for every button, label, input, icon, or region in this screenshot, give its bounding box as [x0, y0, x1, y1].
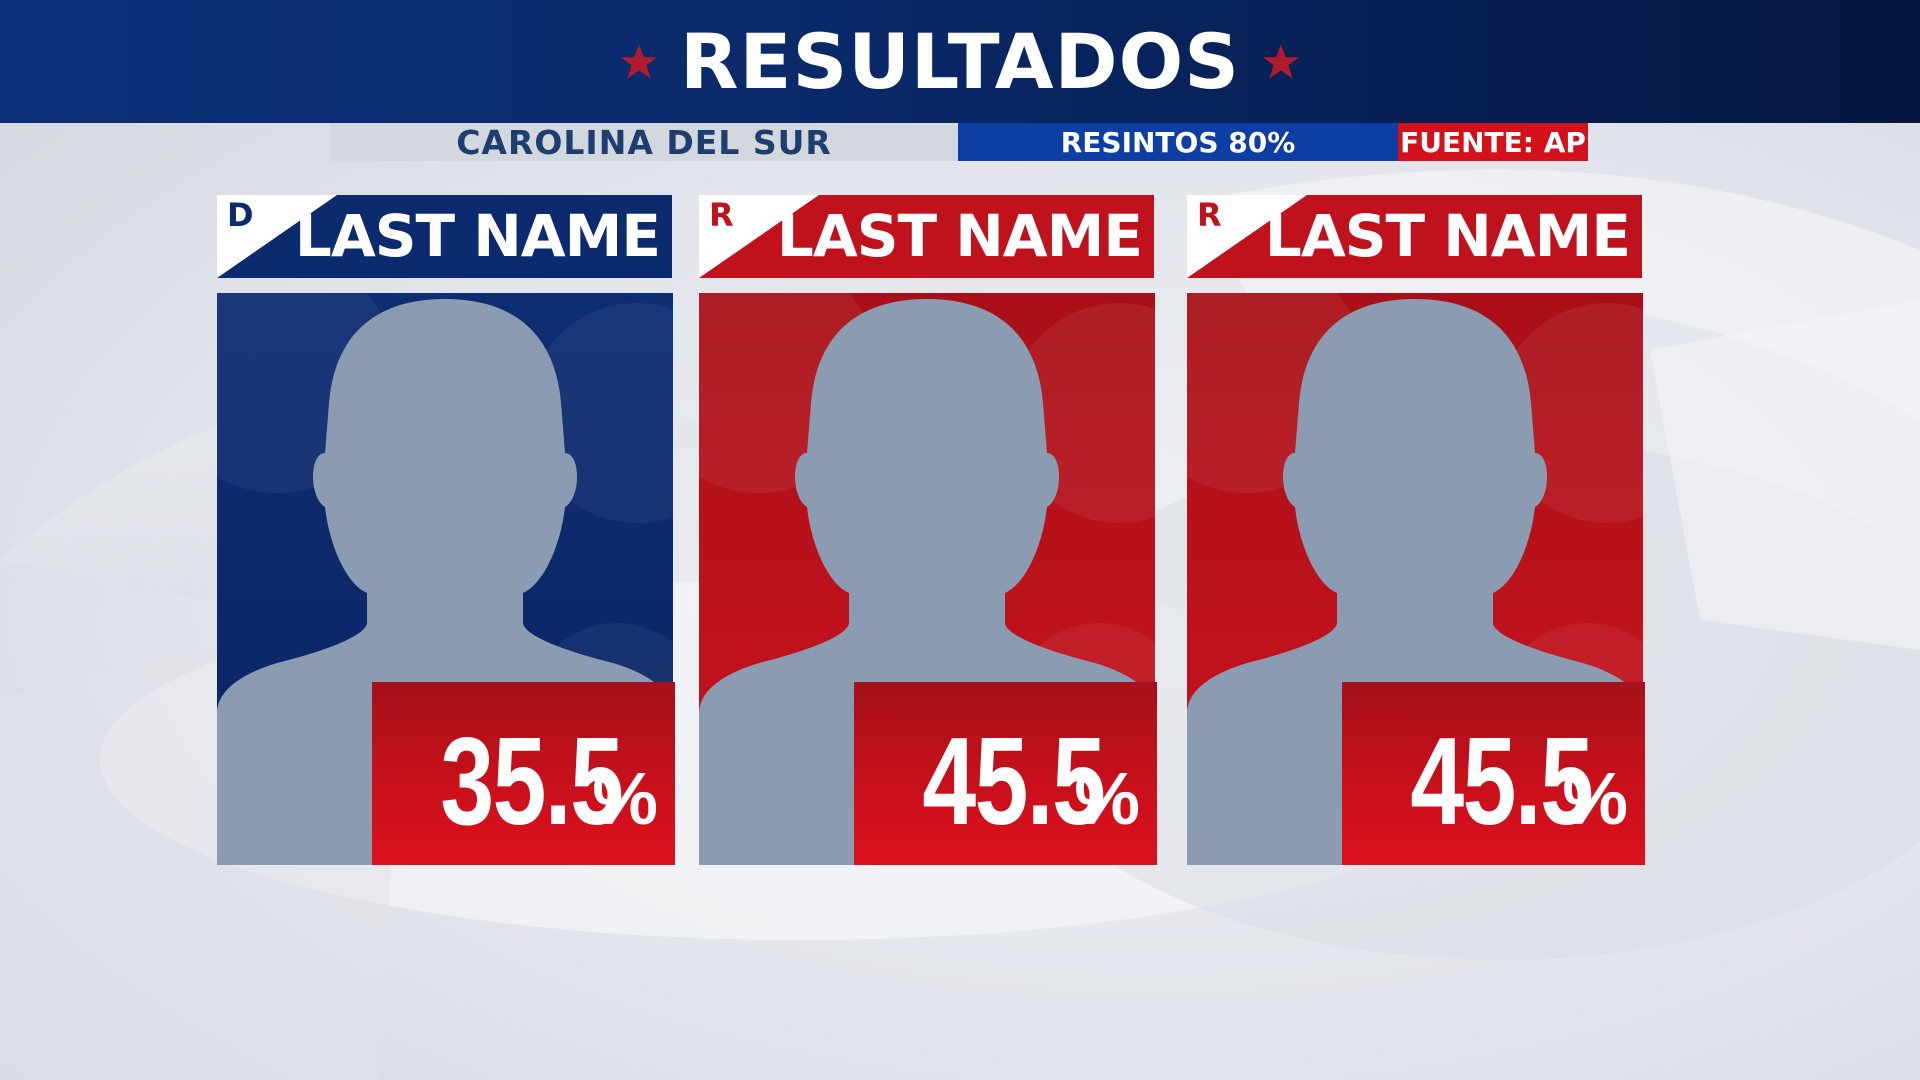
- vote-percentage-box: 35.5%: [372, 682, 675, 865]
- vote-percentage-box: 45.5%: [1342, 682, 1645, 865]
- vote-percentage: 45.5%: [1410, 713, 1629, 851]
- candidate-card: R LAST NAME 45.5%: [699, 195, 1157, 865]
- candidate-card: R LAST NAME 45.5%: [1187, 195, 1645, 865]
- precincts-reporting: RESINTOS 80%: [958, 123, 1398, 161]
- candidate-last-name: LAST NAME: [294, 202, 661, 270]
- star-icon: [620, 44, 658, 79]
- header: RESULTADOS: [0, 0, 1920, 123]
- star-icon: [1262, 44, 1300, 79]
- name-plate: R LAST NAME: [1187, 195, 1642, 278]
- candidate-last-name: LAST NAME: [776, 202, 1143, 270]
- header-banner: [0, 0, 1920, 123]
- source-label: FUENTE: AP: [1398, 123, 1588, 161]
- state-label: CAROLINA DEL SUR: [330, 123, 958, 162]
- name-plate: D LAST NAME: [217, 195, 672, 278]
- party-letter: R: [709, 196, 734, 234]
- party-letter: D: [227, 196, 254, 234]
- vote-percentage: 45.5%: [922, 713, 1141, 851]
- party-wedge: [699, 195, 819, 278]
- party-wedge: [1187, 195, 1307, 278]
- party-letter: R: [1197, 196, 1222, 234]
- info-bar: CAROLINA DEL SUR RESINTOS 80% FUENTE: AP: [330, 123, 1588, 162]
- candidate-card: D LAST NAME 35.5%: [217, 195, 675, 865]
- page-title: RESULTADOS: [680, 16, 1240, 106]
- party-wedge: [217, 195, 337, 278]
- candidate-last-name: LAST NAME: [1264, 202, 1631, 270]
- vote-percentage: 35.5%: [440, 713, 659, 851]
- name-plate: R LAST NAME: [699, 195, 1154, 278]
- vote-percentage-box: 45.5%: [854, 682, 1157, 865]
